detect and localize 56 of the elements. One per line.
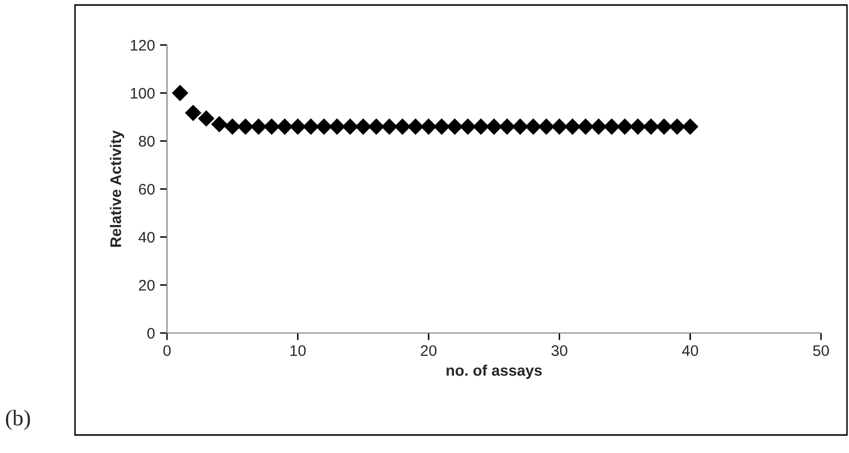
point [290,118,306,135]
x-tick-label: 50 [813,345,829,356]
point [172,84,188,102]
point [328,118,346,135]
point [630,118,646,135]
y-tick-label: 80 [138,136,155,147]
point [460,118,476,135]
point [564,118,581,135]
point [354,118,372,135]
x-tick-label: 10 [290,345,306,356]
point [551,118,568,135]
y-tick-label: 0 [147,328,155,339]
text: (b) [6,410,30,430]
point [486,118,502,135]
y-tick-label: 120 [130,40,155,51]
y-tick-label: 40 [138,232,155,243]
point [577,118,594,135]
point [498,118,516,135]
point [668,118,686,135]
point [604,118,620,135]
y-tick-label: 20 [138,280,155,291]
point [263,118,280,135]
x-tick-label: 20 [420,345,436,356]
point [433,118,450,135]
x-tick-label: 0 [163,345,171,356]
point [198,110,214,127]
point [394,118,411,135]
point [590,118,607,135]
point [446,118,463,135]
point [616,118,634,135]
point [211,116,228,132]
point [316,118,332,135]
point [512,118,528,135]
point [525,118,542,135]
point [250,118,267,135]
point [276,118,293,135]
y-tick-label: 100 [130,88,155,99]
point [381,118,398,135]
point [237,118,254,135]
point [642,118,660,135]
point [472,118,490,135]
point [302,118,320,135]
point [656,118,672,135]
y-axis-title: Relative Activity [110,130,124,247]
point [184,104,202,122]
point [368,118,384,135]
x-axis-title: no. of assays [446,364,542,379]
x-tick-label: 30 [551,345,568,356]
y-tick-label: 60 [138,184,155,195]
x-tick-label: 40 [682,345,698,356]
point [342,118,358,135]
point [224,118,241,135]
point [682,118,698,135]
point [420,118,437,135]
point [538,118,555,135]
point [407,118,424,135]
